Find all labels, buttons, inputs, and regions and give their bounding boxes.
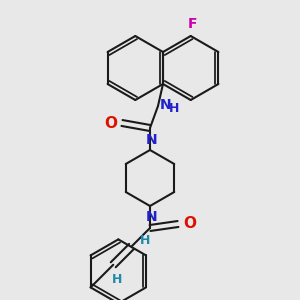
Text: H: H xyxy=(112,273,122,286)
Text: N: N xyxy=(160,98,172,112)
Text: N: N xyxy=(146,133,158,147)
Text: H: H xyxy=(140,234,150,247)
Text: H: H xyxy=(169,101,179,115)
Text: F: F xyxy=(188,17,197,31)
Text: O: O xyxy=(183,217,196,232)
Text: O: O xyxy=(104,116,117,130)
Text: N: N xyxy=(146,210,158,224)
